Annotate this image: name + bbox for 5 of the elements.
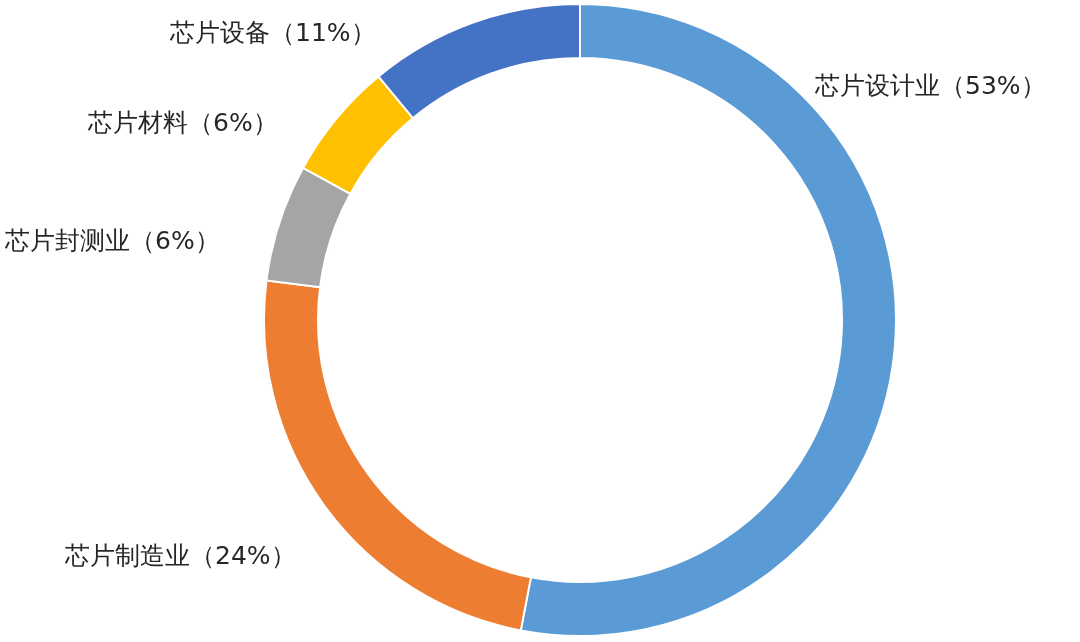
slice-label: 芯片制造业（24%） bbox=[64, 541, 296, 570]
slice-label: 芯片封测业（6%） bbox=[4, 226, 220, 255]
slice-label: 芯片设备（11%） bbox=[169, 18, 376, 47]
slice-label: 芯片材料（6%） bbox=[87, 108, 278, 137]
slice-label: 芯片设计业（53%） bbox=[814, 71, 1046, 100]
